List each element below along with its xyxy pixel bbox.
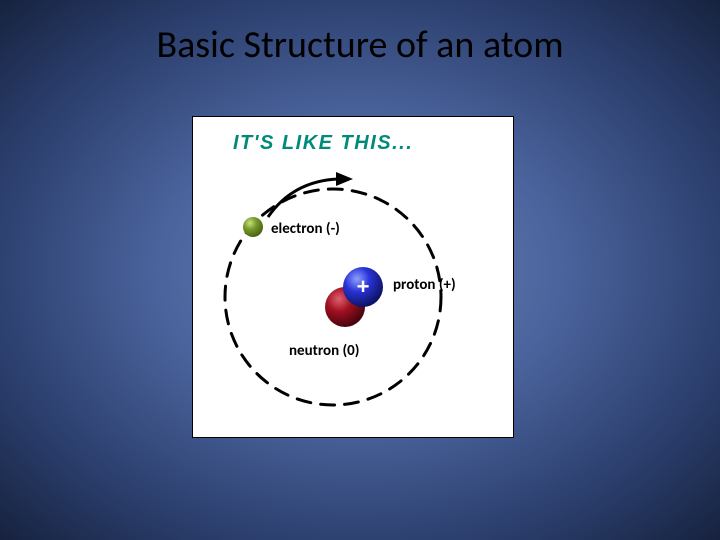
atom-figure: IT'S LIKE THIS... neutron (0) + proton (+) e… (192, 116, 514, 438)
figure-caption: IT'S LIKE THIS... (233, 132, 413, 154)
electron-sphere (243, 217, 263, 237)
electron-label: electron (-) (271, 220, 340, 238)
atom-diagram: IT'S LIKE THIS... neutron (0) + proton (+) e… (193, 117, 513, 437)
proton-plus-icon: + (357, 274, 370, 299)
slide: Basic Structure of an atom IT'S LIKE THI… (0, 0, 720, 540)
proton-label: proton (+) (393, 276, 456, 294)
neutron-label: neutron (0) (289, 342, 359, 360)
direction-arrow (268, 179, 338, 217)
slide-title: Basic Structure of an atom (0, 22, 720, 68)
direction-arrow-head (336, 172, 353, 186)
